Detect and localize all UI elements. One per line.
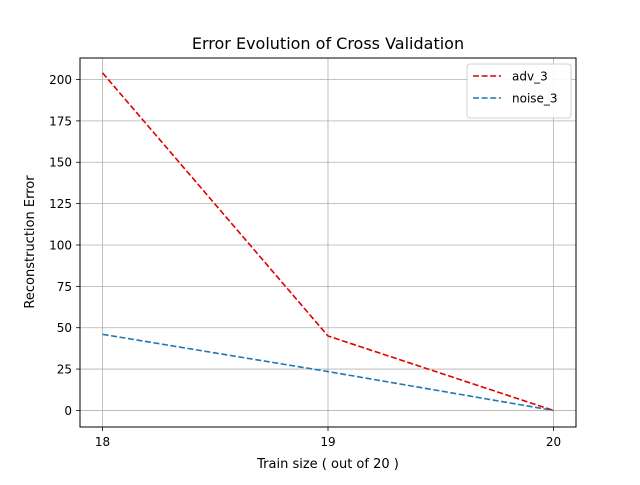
legend-box — [466, 63, 572, 119]
y-tick-label: 200 — [49, 73, 72, 87]
legend: adv_3 noise_3 — [466, 63, 572, 119]
x-tick-label: 20 — [546, 435, 561, 449]
y-tick-label: 125 — [49, 197, 72, 211]
legend-label-noise_3: noise_3 — [512, 92, 558, 106]
y-tick-label: 25 — [57, 363, 72, 377]
y-tick-label: 100 — [49, 238, 72, 252]
chart-title: Error Evolution of Cross Validation — [192, 34, 464, 53]
legend-label-adv_3: adv_3 — [512, 70, 548, 84]
y-axis-label: Reconstruction Error — [23, 175, 38, 309]
y-tick-label: 50 — [57, 321, 72, 335]
series-lines — [101, 72, 554, 412]
grid-lines — [80, 58, 576, 427]
series-line-noise_3 — [102, 333, 554, 412]
y-tick-label: 75 — [57, 280, 72, 294]
x-tick-label: 18 — [95, 435, 110, 449]
series-line-adv_3 — [101, 72, 554, 412]
axis-ticks: 0 25 50 75 100 125 150 175 200 18 19 20 — [49, 73, 561, 449]
y-tick-label: 175 — [49, 114, 72, 128]
x-axis-label: Train size ( out of 20 ) — [256, 457, 399, 472]
y-tick-label: 150 — [49, 156, 72, 170]
x-tick-label: 19 — [320, 435, 335, 449]
y-tick-label: 0 — [64, 404, 72, 418]
